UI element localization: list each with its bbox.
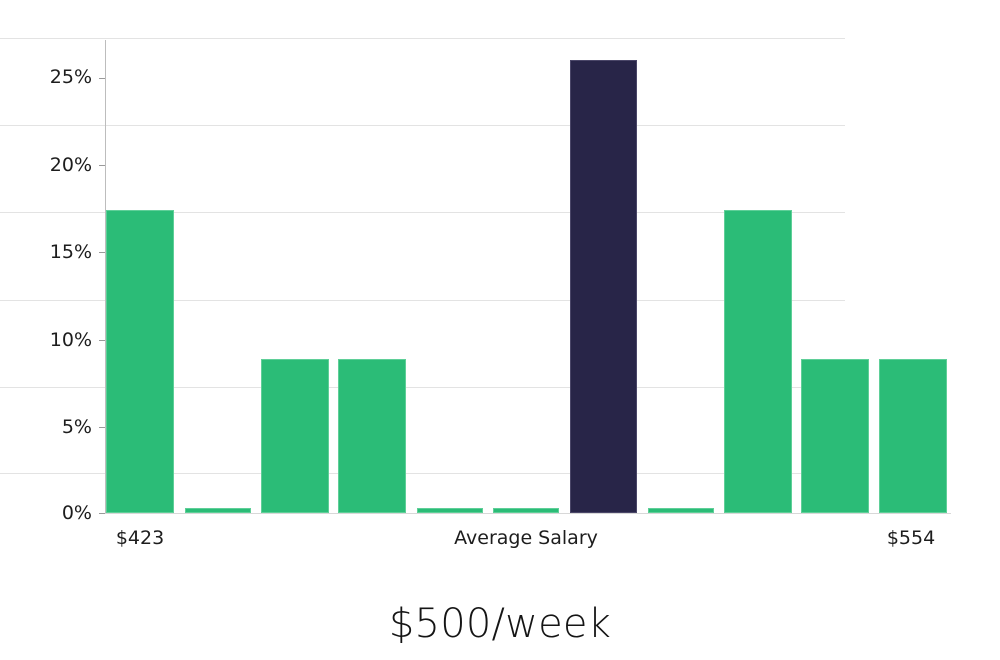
x-tick-label-left: $423: [115, 527, 165, 549]
bar-1[interactable]: [185, 508, 251, 513]
gridline-10: [0, 300, 845, 301]
y-tick-label-10: 10%: [49, 329, 92, 351]
y-axis-spine: [105, 40, 106, 514]
bar-7[interactable]: [648, 508, 714, 513]
gridline-15: [0, 212, 845, 213]
bar-0[interactable]: [106, 210, 174, 513]
bar-4[interactable]: [417, 508, 483, 513]
gridline-25: [0, 38, 845, 39]
y-tick-mark-10: [99, 340, 105, 341]
y-tick-label-15: 15%: [49, 241, 92, 263]
x-axis-spine: [105, 513, 951, 514]
y-tick-mark-0: [99, 513, 105, 514]
y-axis-tick-labels: 25% 20% 15% 10% 5% 0%: [0, 0, 92, 660]
bar-6-highlight[interactable]: [570, 60, 637, 513]
bar-3[interactable]: [338, 359, 406, 513]
bar-2[interactable]: [261, 359, 329, 513]
y-tick-label-25: 25%: [49, 66, 92, 88]
bar-10[interactable]: [879, 359, 947, 513]
x-tick-label-center: Average Salary: [454, 527, 598, 549]
chart-title: $500/week: [388, 601, 612, 647]
y-tick-label-5: 5%: [61, 416, 92, 438]
y-tick-mark-15: [99, 252, 105, 253]
gridline-5: [0, 387, 845, 388]
y-tick-mark-5: [99, 427, 105, 428]
x-tick-label-right: $554: [886, 527, 936, 549]
gridline-20: [0, 125, 845, 126]
y-tick-mark-20: [99, 165, 105, 166]
bars-layer: [106, 40, 951, 513]
y-tick-mark-25: [99, 78, 105, 79]
y-tick-label-0: 0%: [61, 502, 92, 524]
bar-9[interactable]: [801, 359, 869, 513]
y-tick-label-20: 20%: [49, 154, 92, 176]
bar-5[interactable]: [493, 508, 559, 513]
gridline-0: [0, 473, 845, 474]
bar-8[interactable]: [724, 210, 792, 513]
